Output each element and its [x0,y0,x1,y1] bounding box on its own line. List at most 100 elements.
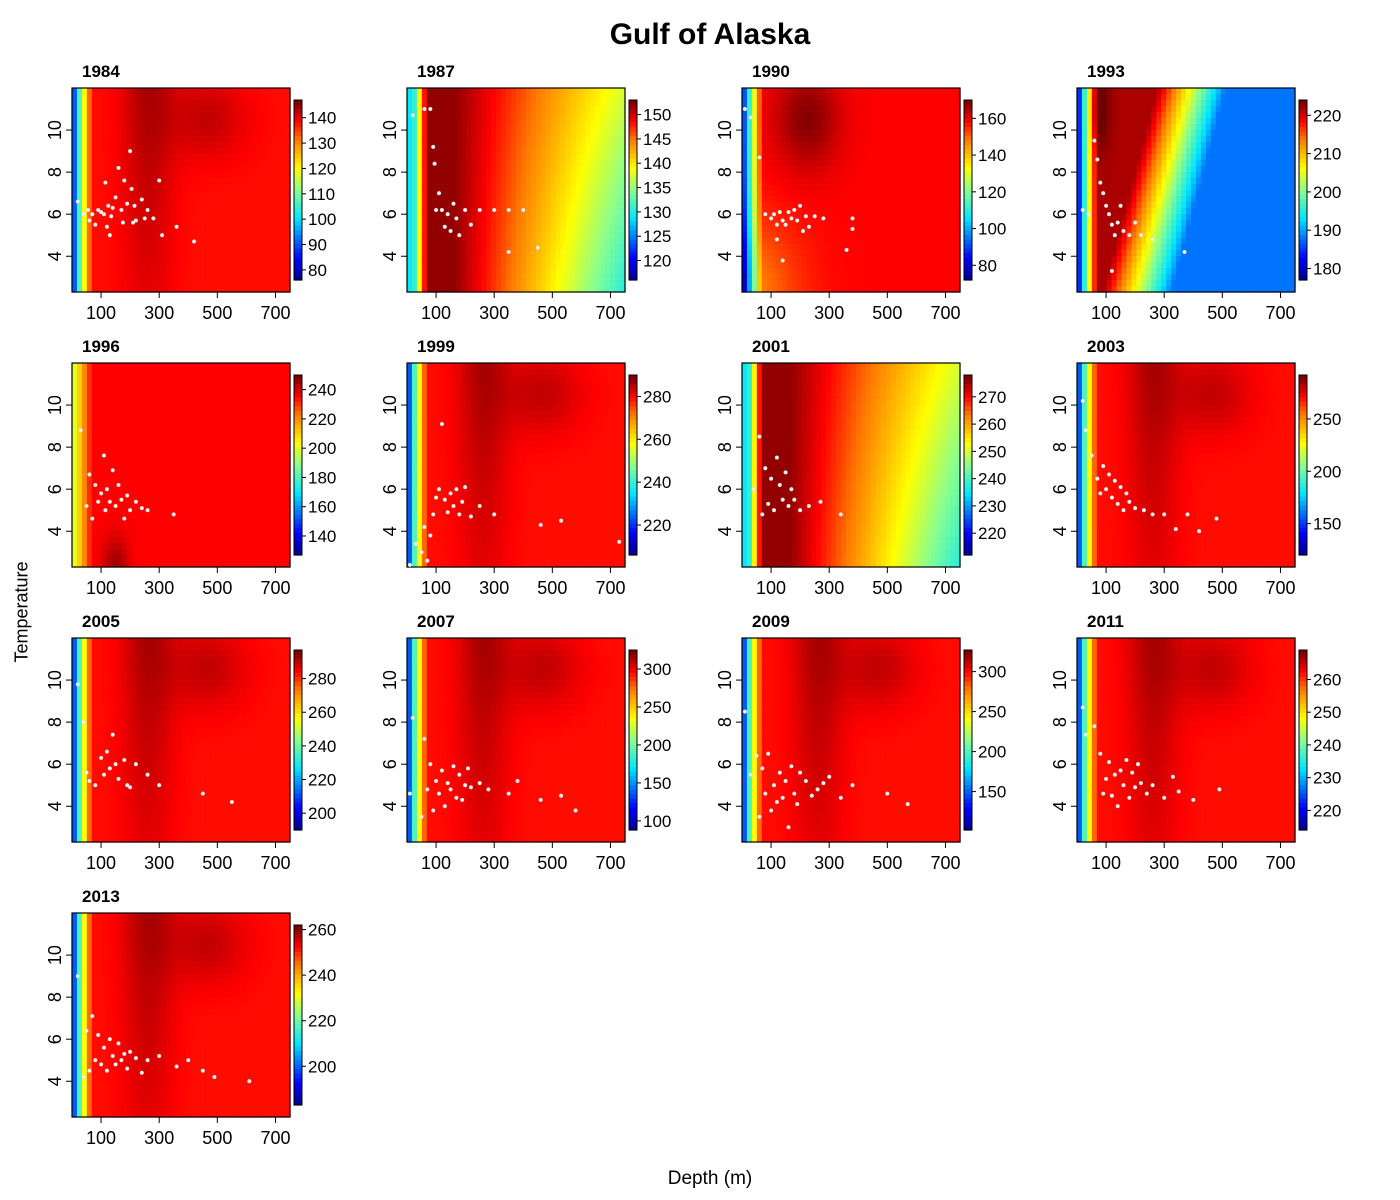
heatmap-cell [585,166,591,173]
heatmap-cell [280,280,286,287]
heatmap-cell [466,232,472,239]
heatmap-cell [836,112,842,119]
heatmap-cell [846,112,852,119]
heatmap-cell [255,166,261,173]
heatmap-cell [431,100,438,107]
heatmap-cell [205,208,212,215]
heatmap-cell [166,250,172,257]
heatmap-cell [190,94,197,101]
heatmap-cell [240,106,246,113]
heatmap-cell [270,94,276,101]
data-point [821,216,826,221]
heatmap-cell [101,172,108,179]
heatmap-cell [746,100,753,107]
heatmap-cell [1101,154,1108,161]
heatmap-cell [880,148,887,155]
heatmap-cell [560,238,567,245]
heatmap-cell [265,232,271,239]
heatmap-cell [565,274,572,281]
heatmap-cell [421,112,428,119]
heatmap-cell [865,130,872,137]
heatmap-cell [466,124,472,131]
heatmap-cell [796,94,803,101]
heatmap-cell [141,250,147,257]
heatmap-cell [225,214,232,221]
heatmap-cell [136,226,142,233]
heatmap-cell [156,226,162,233]
heatmap-cell [585,256,591,263]
heatmap-cell [955,148,961,155]
heatmap-cell [855,190,862,197]
heatmap-cell [786,244,793,251]
heatmap-cell [106,190,113,197]
heatmap-cell [230,130,237,137]
heatmap-cell [940,286,946,293]
heatmap-cell [555,142,562,149]
heatmap-cell [235,268,242,275]
heatmap-cell [746,250,753,257]
heatmap-cell [411,286,418,293]
colorbar-tick-label: 140 [978,146,1006,165]
heatmap-cell [181,280,187,287]
heatmap-cell [930,136,936,143]
heatmap-cell [441,88,448,95]
colorbar-band [294,100,302,106]
heatmap-cell [565,154,572,161]
heatmap-cell [846,250,852,257]
heatmap-cell [501,214,507,221]
heatmap-cell [411,118,418,125]
heatmap-cell [81,166,88,173]
heatmap-cell [905,94,912,101]
heatmap-cell [411,160,418,167]
heatmap-cell [855,184,862,191]
heatmap-cell [925,250,931,257]
heatmap-cell [880,94,887,101]
colorbar-band [629,131,637,137]
heatmap-cell [491,136,497,143]
heatmap-cell [806,268,812,275]
heatmap-cell [146,274,152,281]
heatmap-cell [920,130,926,137]
heatmap-cell [195,154,202,161]
heatmap-cell [811,262,817,269]
heatmap-cell [280,214,286,221]
heatmap-cell [771,280,778,287]
heatmap-cell [225,166,232,173]
heatmap-cell [270,280,276,287]
colorbar-band [964,172,972,178]
heatmap-cell [215,196,222,203]
heatmap-cell [230,286,237,293]
heatmap-cell [855,178,862,185]
heatmap-cell [260,280,266,287]
heatmap-cell [880,238,887,245]
heatmap-cell [76,130,83,137]
heatmap-cell [501,130,507,137]
heatmap-cell [851,142,857,149]
heatmap-cell [766,208,773,215]
heatmap-cell [585,274,591,281]
heatmap-cell [580,100,586,107]
heatmap-cell [476,280,482,287]
colorbar-band [964,217,972,223]
heatmap-cell [481,202,487,209]
colorbar-band [964,163,972,169]
heatmap-cell [761,286,768,293]
heatmap-cell [255,100,261,107]
heatmap-cell [141,166,147,173]
heatmap-cell [520,232,527,239]
heatmap-cell [565,208,572,215]
heatmap-cell [481,160,487,167]
heatmap-cell [565,256,572,263]
heatmap-cell [565,214,572,221]
heatmap-cell [565,142,572,149]
heatmap-cell [875,244,882,251]
heatmap-cell [920,208,926,215]
heatmap-cell [751,136,758,143]
heatmap-cell [1091,112,1098,119]
heatmap-cell [511,220,517,227]
heatmap-cell [585,220,591,227]
heatmap-cell [841,256,847,263]
heatmap-cell [615,202,621,209]
heatmap-cell [195,238,202,245]
heatmap-cell [836,172,842,179]
